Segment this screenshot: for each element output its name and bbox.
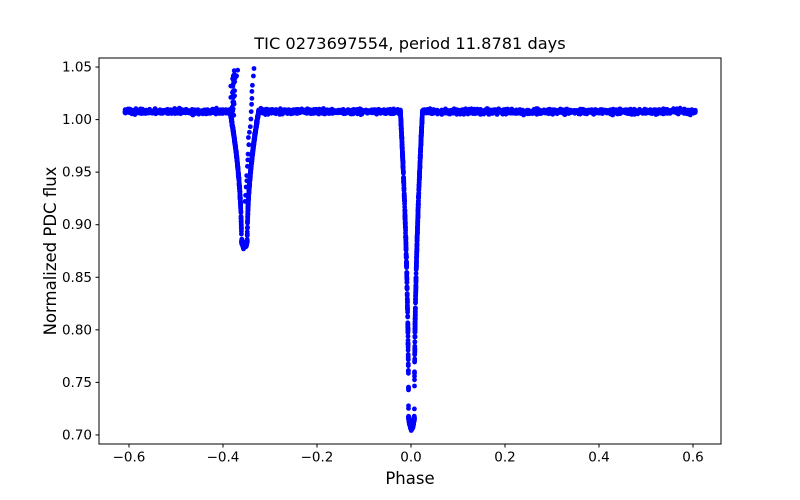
y-tick-label: 0.70 [62, 427, 92, 443]
y-tick-label: 0.95 [62, 165, 92, 181]
y-tick-label: 0.75 [62, 375, 92, 391]
y-tick-label: 1.05 [62, 60, 92, 76]
y-tick-label: 0.85 [62, 270, 92, 286]
x-tick-label: −0.6 [113, 450, 146, 466]
x-tick-label: −0.4 [207, 450, 240, 466]
x-tick-label: 0.6 [682, 450, 703, 466]
axis-ticks [95, 66, 694, 448]
scatter-points [122, 66, 698, 433]
x-tick-label: 0.4 [588, 450, 609, 466]
axis-tick-labels: −0.6 −0.4 −0.2 0.0 0.2 0.4 0.6 0.70 0.75 0.80 0.85… [62, 60, 704, 466]
axes-frame [98, 57, 722, 445]
y-axis-label: Normalized PDC flux [41, 166, 60, 335]
y-tick-label: 0.90 [62, 217, 92, 233]
chart-title: TIC 0273697554, period 11.8781 days [253, 34, 565, 53]
y-tick-label: 1.00 [62, 112, 92, 128]
y-tick-label: 0.80 [62, 322, 92, 338]
x-axis-label: Phase [385, 469, 434, 488]
x-tick-label: 0.2 [494, 450, 515, 466]
x-tick-label: 0.0 [400, 450, 421, 466]
x-tick-label: −0.2 [301, 450, 334, 466]
